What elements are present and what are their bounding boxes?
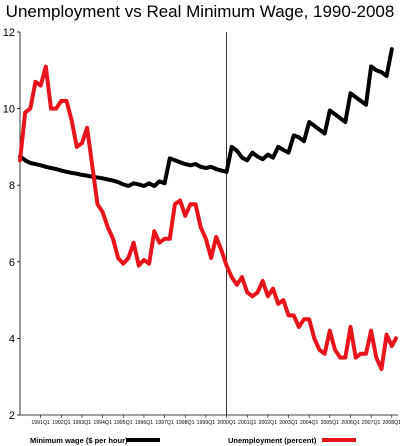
y-tick-label: 12 bbox=[3, 27, 15, 39]
x-tick-label: 2006Q1 bbox=[341, 420, 360, 426]
y-tick-label: 10 bbox=[3, 104, 15, 116]
y-tick-label: 8 bbox=[9, 180, 15, 192]
x-tick-label: 1996Q1 bbox=[135, 420, 154, 426]
x-tick-label: 1992Q1 bbox=[52, 420, 71, 426]
x-axis-ticks: 1991Q1 1992Q1 1993Q1 1994Q1 1995Q1 1996Q1 1997… bbox=[31, 415, 400, 426]
legend-label-minimum-wage: Minimum wage ($ per hour) bbox=[30, 436, 128, 445]
unemployment-line bbox=[18, 64, 398, 371]
x-tick-label: 1999Q1 bbox=[197, 420, 216, 426]
legend: Minimum wage ($ per hour) Unemployment (p… bbox=[30, 436, 356, 445]
x-tick-label: 2000Q1 bbox=[217, 420, 236, 426]
chart-title: Unemployment vs Real Minimum Wage, 1990-… bbox=[5, 2, 395, 21]
x-tick-label: 2004Q1 bbox=[300, 420, 319, 426]
x-tick-label: 2001Q1 bbox=[238, 420, 257, 426]
x-tick-label: 2008Q1 bbox=[383, 420, 400, 426]
x-tick-label: 2003Q1 bbox=[279, 420, 298, 426]
y-tick-label: 2 bbox=[9, 410, 15, 422]
y-tick-label: 6 bbox=[9, 257, 15, 269]
x-tick-label: 1993Q1 bbox=[73, 420, 92, 426]
x-tick-label: 1994Q1 bbox=[93, 420, 112, 426]
x-tick-label: 1995Q1 bbox=[114, 420, 133, 426]
minimum-wage-line bbox=[18, 47, 394, 188]
legend-label-unemployment: Unemployment (percent) bbox=[228, 436, 317, 445]
x-tick-label: 1997Q1 bbox=[155, 420, 174, 426]
x-tick-label: 2007Q1 bbox=[362, 420, 381, 426]
x-tick-label: 1991Q1 bbox=[31, 420, 50, 426]
x-tick-label: 2005Q1 bbox=[321, 420, 340, 426]
x-tick-label: 2002Q1 bbox=[259, 420, 278, 426]
y-axis-ticks: 2 4 6 8 10 12 bbox=[3, 27, 20, 422]
x-tick-label: 1998Q1 bbox=[176, 420, 195, 426]
series-lines bbox=[18, 47, 398, 371]
y-tick-label: 4 bbox=[9, 333, 15, 345]
axes bbox=[19, 32, 398, 416]
